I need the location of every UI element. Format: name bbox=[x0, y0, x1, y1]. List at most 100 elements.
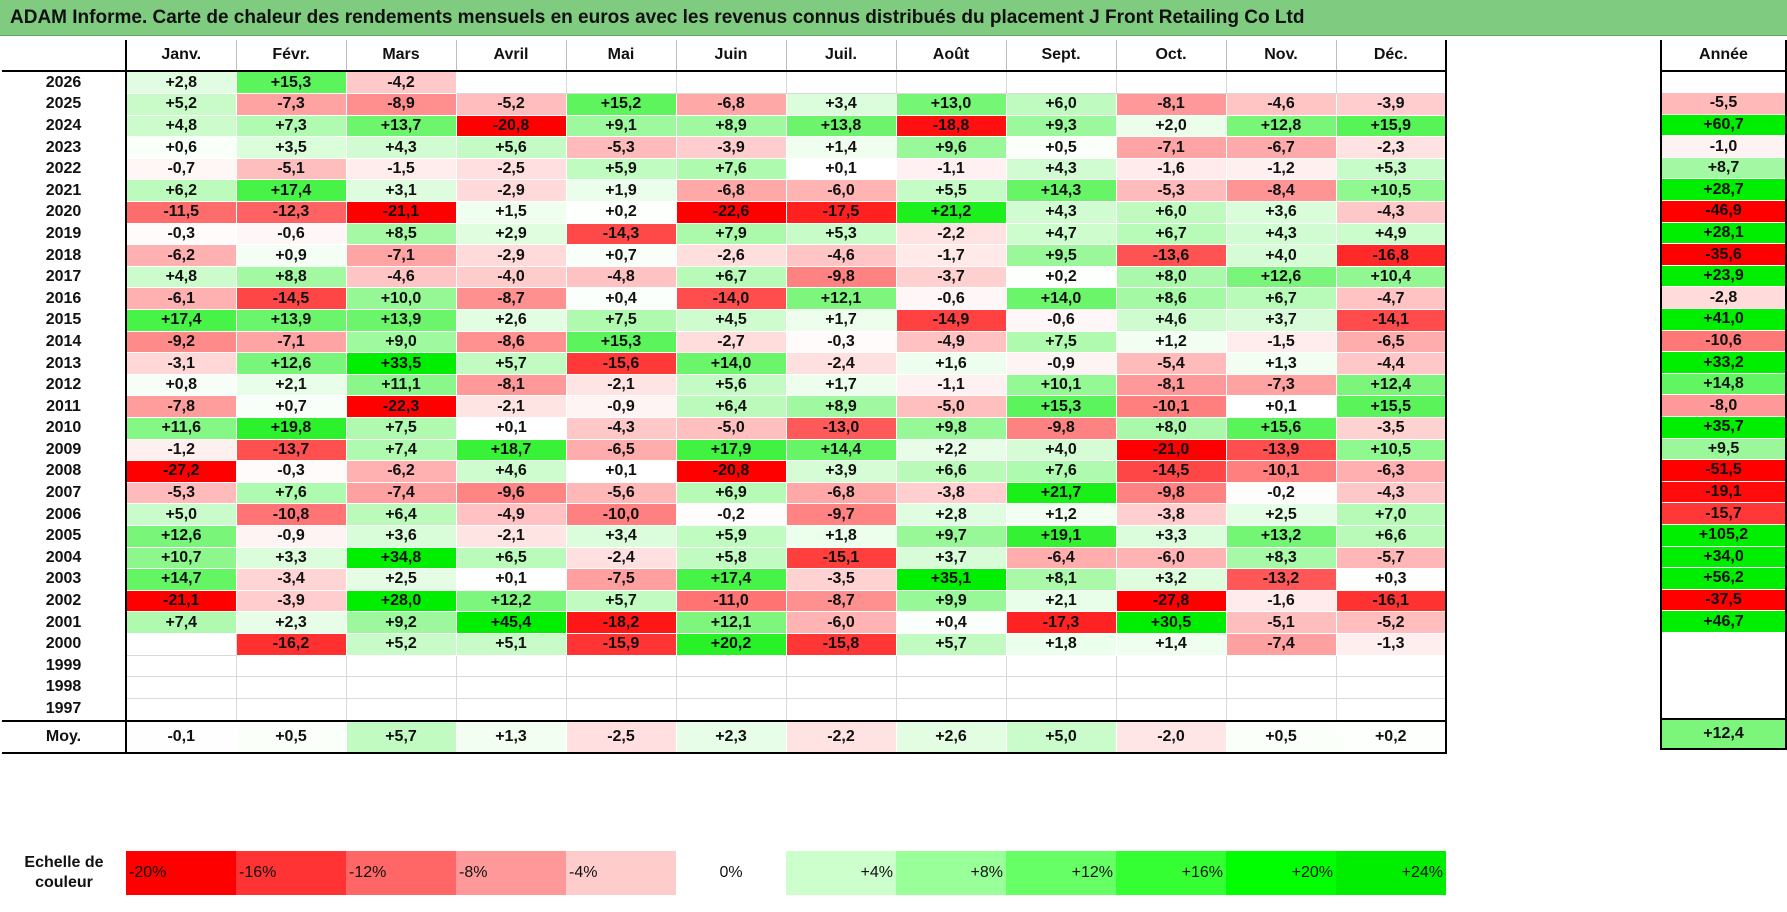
heatmap-cell bbox=[565, 654, 677, 678]
heatmap-cell: -3,9 bbox=[1335, 93, 1447, 116]
year-row: 2025 +5,2 -7,3 -8,9 -5,2 +15,2 -6,8 +3,4 +13,0 +6… bbox=[2, 93, 1447, 116]
heatmap-cell: -0,9 bbox=[565, 395, 677, 418]
month-header-row: Janv. Févr. Mars Avril Mai Juin Juil. Août Sept.… bbox=[2, 40, 1447, 72]
heatmap-cell: -2,4 bbox=[565, 546, 677, 570]
heatmap-cell: -2,5 bbox=[455, 157, 567, 181]
heatmap-cell: -6,7 bbox=[1225, 136, 1337, 159]
heatmap-cell: -8,4 bbox=[1225, 179, 1337, 203]
heatmap-cell: +2,9 bbox=[455, 222, 567, 246]
heatmap-cell: +0,5 bbox=[1005, 136, 1117, 159]
scale-swatch: +24% bbox=[1336, 851, 1446, 895]
average-cell: +0,2 bbox=[1335, 719, 1447, 754]
heatmap-cell: +14,0 bbox=[675, 352, 787, 375]
heatmap-cell: +8,8 bbox=[235, 265, 347, 289]
heatmap-cell: +3,7 bbox=[895, 546, 1007, 570]
month-header: Sept. bbox=[1006, 40, 1117, 72]
heatmap-cell: -6,1 bbox=[125, 287, 237, 311]
year-row: 2010 +11,6 +19,8 +7,5 +0,1 -4,3 -5,0 -13,0 +9,8-… bbox=[2, 417, 1447, 440]
heatmap-cell: +7,3 bbox=[235, 114, 347, 138]
heatmap-cell: +15,9 bbox=[1335, 114, 1447, 138]
year-label: 2009 bbox=[2, 439, 127, 461]
average-cell: -0,1 bbox=[125, 719, 237, 754]
heatmap-cell: -6,8 bbox=[785, 481, 897, 505]
heatmap-cell bbox=[345, 654, 457, 678]
heatmap-cell bbox=[235, 654, 347, 678]
heatmap-cell: -2,1 bbox=[455, 524, 567, 548]
annual-cell: -10,6 bbox=[1660, 329, 1787, 353]
heatmap-cell: -7,1 bbox=[235, 330, 347, 354]
heatmap-cell bbox=[125, 654, 237, 678]
heatmap-cell: -11,0 bbox=[675, 589, 787, 613]
heatmap-cell: +4,0 bbox=[1225, 244, 1337, 267]
heatmap-cell: -1,1 bbox=[895, 373, 1007, 397]
chart-title: ADAM Informe. Carte de chaleur des rende… bbox=[0, 0, 1787, 36]
heatmap-cell: +2,0 bbox=[1115, 114, 1227, 138]
average-cell: -2,5 bbox=[565, 719, 677, 754]
heatmap-cell: -0,3 bbox=[235, 460, 347, 483]
heatmap-cell: +8,3 bbox=[1225, 546, 1337, 570]
heatmap-cell bbox=[1005, 676, 1117, 699]
heatmap-cell: +0,6 bbox=[125, 136, 237, 159]
heatmap-cell: -4,3 bbox=[1335, 201, 1447, 224]
heatmap-cell: +3,6 bbox=[1225, 201, 1337, 224]
heatmap-cell: +6,7 bbox=[1115, 222, 1227, 246]
heatmap-cell: +17,4 bbox=[125, 309, 237, 332]
heatmap-cell: +28,0 bbox=[345, 589, 457, 613]
heatmap-cell: -13,9 bbox=[1225, 438, 1337, 462]
heatmap-cell: +1,8 bbox=[1005, 632, 1117, 656]
heatmap-cell bbox=[565, 697, 677, 722]
heatmap-cell: +9,9 bbox=[895, 589, 1007, 613]
heatmap-cell: +3,4 bbox=[785, 93, 897, 116]
heatmap-cell: +34,8 bbox=[345, 546, 457, 570]
heatmap-cell: +7,9 bbox=[675, 222, 787, 246]
heatmap-cell: +4,7 bbox=[1005, 222, 1117, 246]
heatmap-cell: +12,8 bbox=[1225, 114, 1337, 138]
average-cell: -2,0 bbox=[1115, 719, 1227, 754]
heatmap-cell: -4,4 bbox=[1335, 352, 1447, 375]
heatmap-cell: -2,9 bbox=[455, 244, 567, 267]
heatmap-cell: +1,4 bbox=[785, 136, 897, 159]
heatmap-cell: +15,3 bbox=[1005, 395, 1117, 418]
heatmap-cell: +8,1 bbox=[1005, 568, 1117, 591]
heatmap-cell: +45,4 bbox=[455, 611, 567, 634]
year-label: 2008 bbox=[2, 460, 127, 483]
heatmap-cell: +0,1 bbox=[785, 157, 897, 181]
heatmap-cell bbox=[785, 70, 897, 95]
year-label: 2026 bbox=[2, 71, 127, 94]
heatmap-cell: -8,9 bbox=[345, 93, 457, 116]
month-header: Juil. bbox=[786, 40, 897, 72]
year-row: 2019 -0,3 -0,6 +8,5 +2,9 -14,3 +7,9 +5,3 -2,2 +4,… bbox=[2, 222, 1447, 246]
scale-swatch: +20% bbox=[1226, 851, 1336, 895]
heatmap-cell: -1,5 bbox=[345, 157, 457, 181]
heatmap-cell: +8,5 bbox=[345, 222, 457, 246]
heatmap-cell: +0,7 bbox=[235, 395, 347, 418]
heatmap-cell: +1,8 bbox=[785, 524, 897, 548]
heatmap-cell: +15,3 bbox=[235, 70, 347, 95]
heatmap-cell: -7,8 bbox=[125, 395, 237, 418]
heatmap-cell: +13,7 bbox=[345, 114, 457, 138]
year-row: 2026 +2,8 +15,3 -4,2 bbox=[2, 70, 1447, 95]
annual-cell: +28,7 bbox=[1660, 178, 1787, 202]
heatmap-cell bbox=[1335, 676, 1447, 699]
heatmap-cell: +4,9 bbox=[1335, 222, 1447, 246]
heatmap-cell bbox=[895, 697, 1007, 722]
heatmap-cell: -1,1 bbox=[895, 157, 1007, 181]
year-row: 1998 bbox=[2, 676, 1447, 699]
heatmap-cell: +10,4 bbox=[1335, 265, 1447, 289]
year-row: 2024 +4,8 +7,3 +13,7 -20,8 +9,1 +8,9 +13,8 -18,8… bbox=[2, 114, 1447, 138]
year-row: 2014 -9,2 -7,1 +9,0 -8,6 +15,3 -2,7 -0,3 -4,9 +7,… bbox=[2, 330, 1447, 354]
heatmap-cell: -14,5 bbox=[1115, 460, 1227, 483]
heatmap-cell: -3,9 bbox=[675, 136, 787, 159]
heatmap-cell: +2,8 bbox=[895, 503, 1007, 526]
heatmap-cell: -6,3 bbox=[1335, 460, 1447, 483]
year-row: 2021 +6,2 +17,4 +3,1 -2,9 +1,9 -6,8 -6,0 +5,5 +14… bbox=[2, 179, 1447, 203]
heatmap-cell: -17,3 bbox=[1005, 611, 1117, 634]
heatmap-cell bbox=[785, 697, 897, 722]
heatmap-cell: -4,3 bbox=[1335, 481, 1447, 505]
annual-cell: +33,2 bbox=[1660, 351, 1787, 374]
heatmap-cell bbox=[895, 70, 1007, 95]
average-cell: +2,6 bbox=[895, 719, 1007, 754]
heatmap-cell: +13,0 bbox=[895, 93, 1007, 116]
heatmap-cell: +14,3 bbox=[1005, 179, 1117, 203]
heatmap-cell: -1,3 bbox=[1335, 632, 1447, 656]
